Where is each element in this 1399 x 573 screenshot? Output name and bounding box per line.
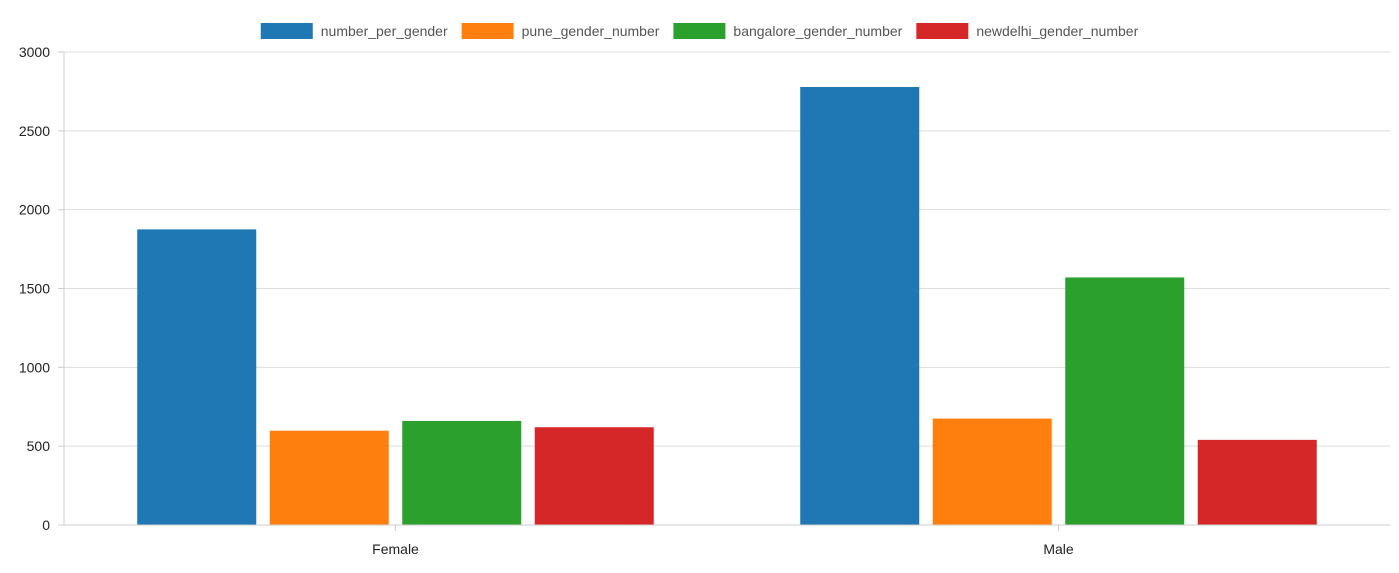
y-tick-label: 2000 [19, 202, 50, 218]
legend-label: pune_gender_number [522, 23, 660, 39]
bars [137, 87, 1317, 525]
bar-number_per_gender-female [137, 229, 257, 525]
legend-label: bangalore_gender_number [733, 23, 902, 39]
legend-label: number_per_gender [321, 23, 448, 39]
grid-lines [64, 51, 1390, 447]
legend-swatch [916, 23, 969, 39]
bar-newdelhi_gender_number-female [534, 427, 654, 525]
legend-item-newdelhi_gender_number[interactable]: newdelhi_gender_number [916, 23, 1139, 39]
legend-swatch [673, 23, 726, 39]
bar-number_per_gender-male [800, 87, 920, 525]
y-tick-label: 3000 [19, 44, 50, 60]
y-tick-label: 1500 [19, 281, 50, 297]
bar-bangalore_gender_number-male [1065, 277, 1185, 525]
bar-pune_gender_number-male [932, 418, 1052, 525]
legend-item-pune_gender_number[interactable]: pune_gender_number [461, 23, 660, 39]
y-tick-label: 0 [42, 517, 50, 533]
bar-pune_gender_number-female [269, 430, 389, 525]
y-tick-label: 2500 [19, 123, 50, 139]
bar-bangalore_gender_number-female [402, 420, 522, 525]
y-axis: 0 500 1000 1500 2000 2500 3000 [19, 44, 65, 533]
legend-swatch [260, 23, 313, 39]
legend-item-bangalore_gender_number[interactable]: bangalore_gender_number [673, 23, 903, 39]
y-tick-label: 1000 [19, 359, 50, 375]
x-tick-label: Female [372, 541, 419, 557]
legend-swatch [461, 23, 514, 39]
y-tick-label: 500 [27, 438, 51, 454]
legend-label: newdelhi_gender_number [976, 23, 1138, 39]
legend: number_per_gender pune_gender_number banga… [260, 23, 1139, 39]
x-tick-label: Male [1043, 541, 1074, 557]
bar-newdelhi_gender_number-male [1197, 439, 1317, 525]
legend-item-number_per_gender[interactable]: number_per_gender [260, 23, 448, 39]
x-axis: Female Male [58, 524, 1390, 557]
